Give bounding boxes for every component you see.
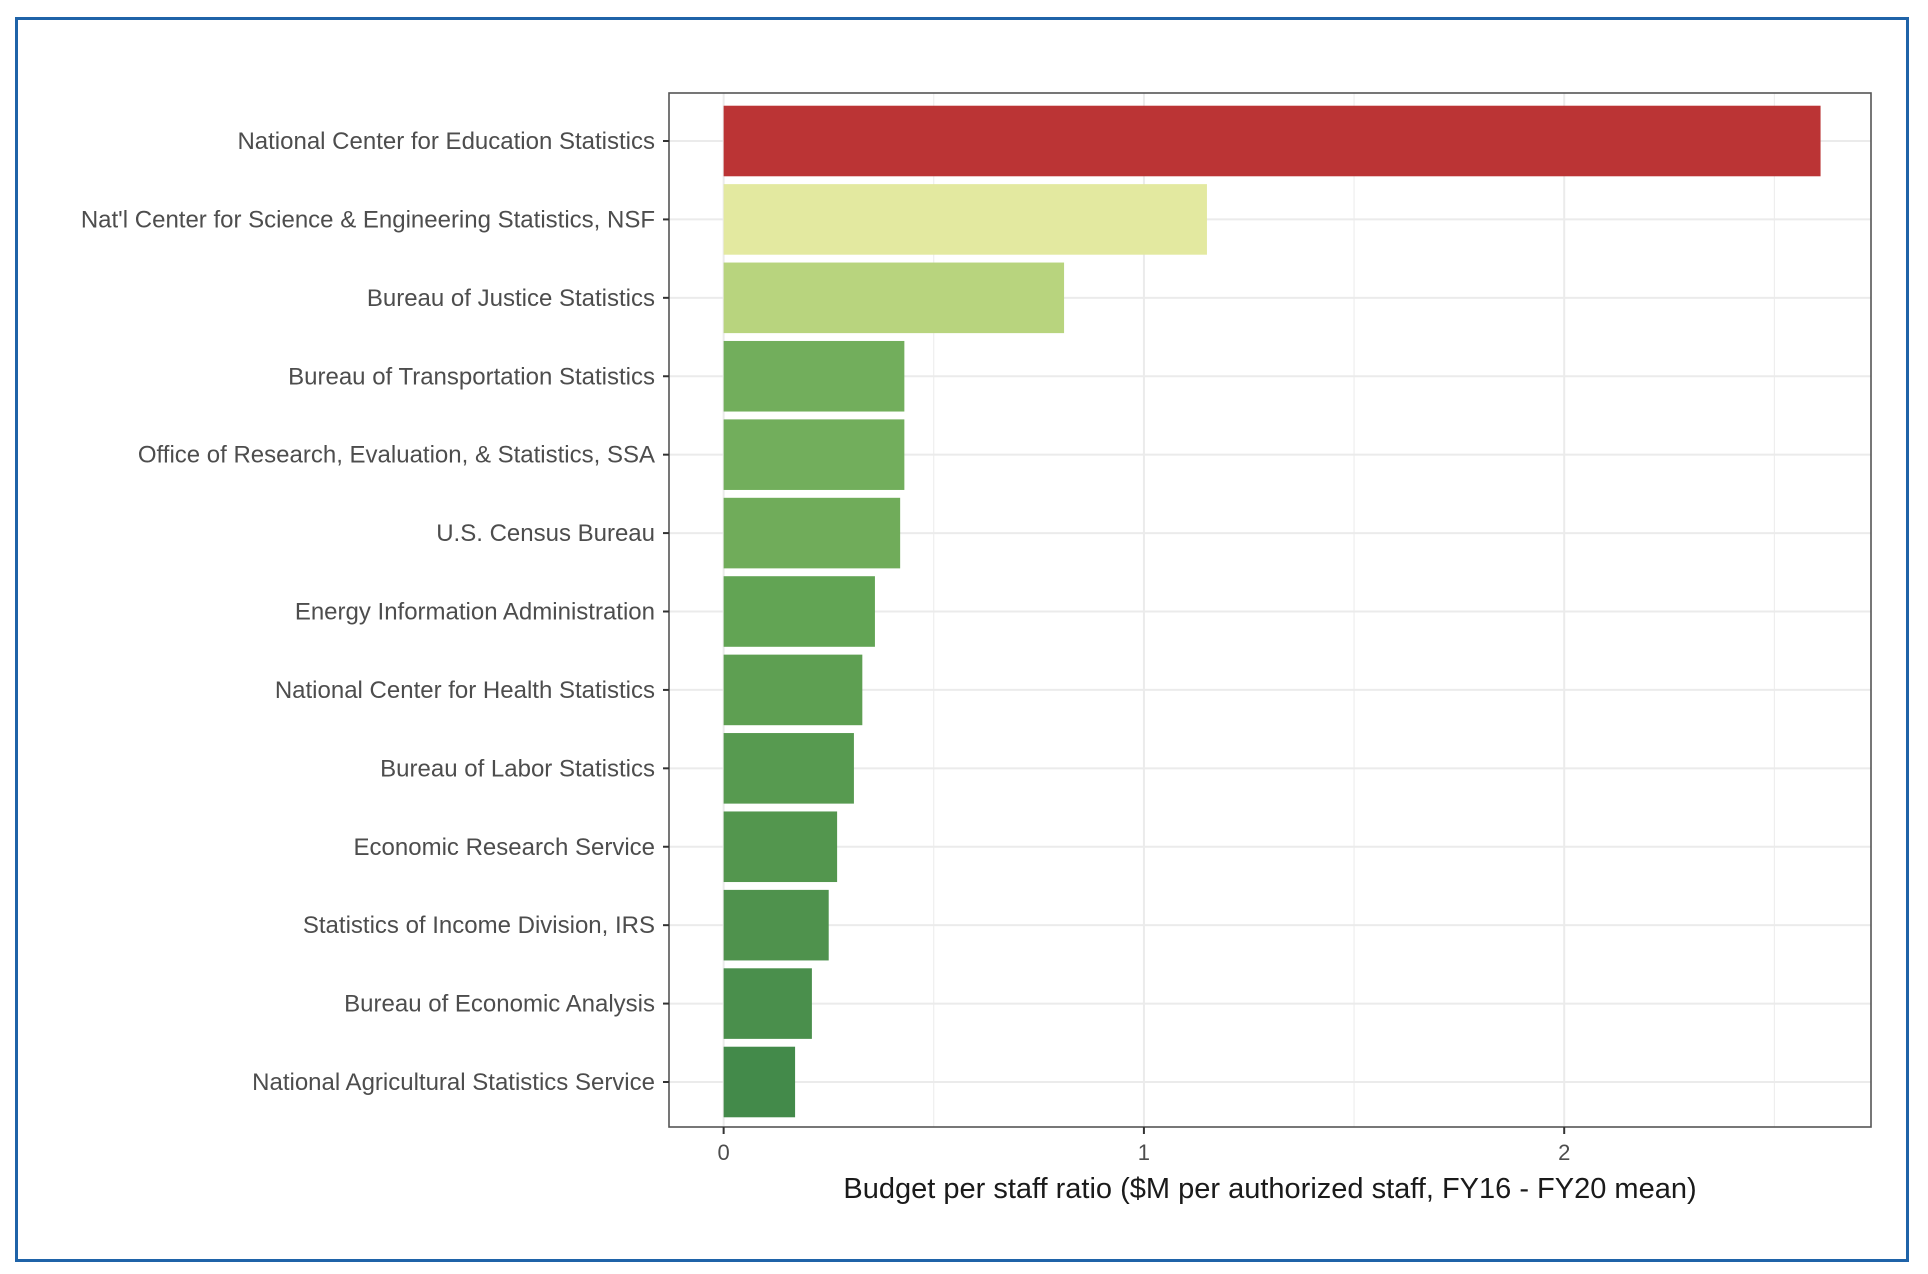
y-tick-label: Bureau of Labor Statistics [380,755,655,782]
y-tick-label: U.S. Census Bureau [436,520,655,547]
y-tick-label: National Center for Education Statistics [237,128,655,155]
x-axis-title: Budget per staff ratio ($M per authorize… [843,1173,1696,1205]
bar [723,811,838,883]
bar [723,262,1065,334]
y-tick-label: Nat'l Center for Science & Engineering S… [81,206,655,233]
y-tick-label: Bureau of Transportation Statistics [288,363,655,390]
bar [723,968,812,1039]
bar [723,1046,796,1118]
bar [723,654,863,726]
y-tick-label: Office of Research, Evaluation, & Statis… [138,442,655,469]
y-tick-label: Energy Information Administration [295,599,655,626]
bar [723,497,901,569]
x-tick-label: 2 [1558,1140,1570,1165]
bar [723,340,905,412]
y-tick-label: Bureau of Justice Statistics [367,285,655,312]
x-tick-label: 1 [1138,1140,1150,1165]
y-tick-label: National Center for Health Statistics [275,677,655,704]
y-tick-label: Statistics of Income Division, IRS [303,912,655,939]
bar [723,733,854,804]
y-tick-label: Economic Research Service [354,834,655,861]
bar [723,184,1207,255]
bar [723,105,1821,177]
plot-panel-border [668,92,1872,1128]
figure-border [15,17,1909,1262]
y-tick-label: National Agricultural Statistics Service [252,1069,655,1096]
bar [723,889,829,961]
x-tick-label: 0 [718,1140,730,1165]
bar [723,576,875,647]
bar [723,419,905,490]
y-tick-label: Bureau of Economic Analysis [344,991,655,1018]
